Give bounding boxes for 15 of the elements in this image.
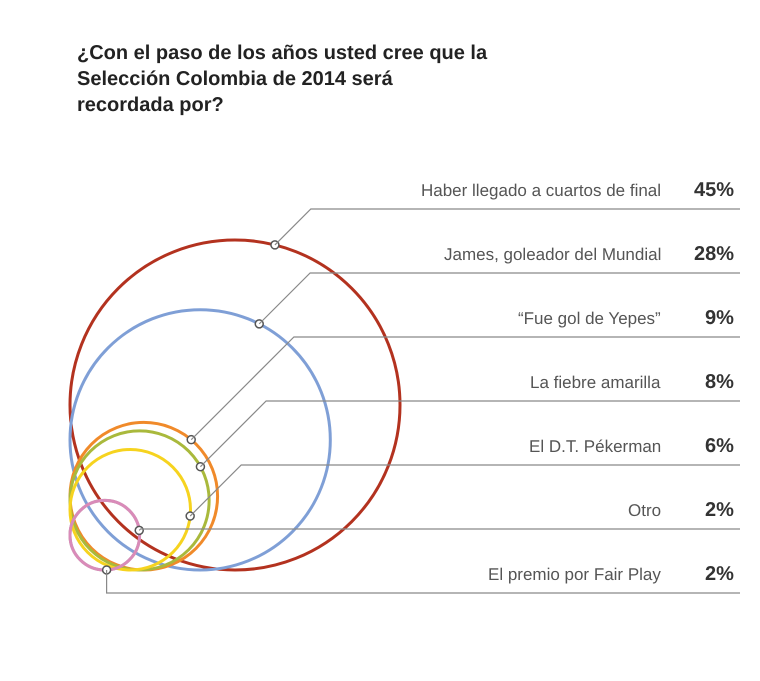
- data-label: 9%: [705, 307, 734, 329]
- category-label: Otro: [628, 501, 662, 520]
- data-label: 45%: [694, 179, 734, 201]
- data-label: 8%: [705, 371, 734, 393]
- category-label: La fiebre amarilla: [530, 373, 661, 392]
- data-label: 6%: [705, 435, 734, 457]
- category-label: Haber llegado a cuartos de final: [421, 181, 662, 200]
- category-label: “Fue gol de Yepes”: [518, 309, 662, 328]
- category-label: El premio por Fair Play: [488, 565, 662, 584]
- category-label: El D.T. Pékerman: [529, 437, 662, 456]
- text: ¿Con el paso de los años usted cree que la Selección Colombia de 2014 será recordada por?: [77, 42, 488, 116]
- data-label: 28%: [694, 243, 734, 265]
- data-label: 2%: [705, 563, 734, 585]
- data-label: 2%: [705, 499, 734, 521]
- category-label: James, goleador del Mundial: [444, 245, 662, 264]
